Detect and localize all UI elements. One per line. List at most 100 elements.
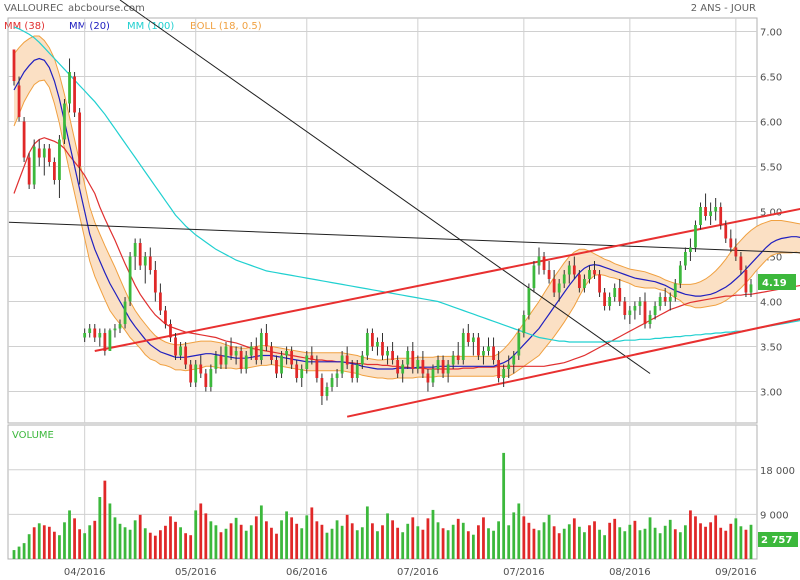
candle-body <box>441 360 445 374</box>
volume-bar <box>381 525 384 559</box>
volume-bar <box>128 529 132 559</box>
candle-body <box>673 283 677 297</box>
candle-body <box>456 355 460 360</box>
volume-bar <box>562 528 566 559</box>
candle-body <box>643 301 647 324</box>
candle-body <box>451 355 455 365</box>
bollinger-fill <box>14 36 800 379</box>
candle-body <box>577 274 581 288</box>
downtrend-line <box>119 0 651 374</box>
volume-bar <box>532 528 536 559</box>
volume-bar <box>744 529 748 559</box>
candle-body <box>406 351 410 365</box>
candle-body <box>547 270 551 279</box>
candle-body <box>42 148 46 158</box>
candle-body <box>431 369 435 383</box>
candle-body <box>371 333 374 347</box>
volume-bar <box>386 513 389 559</box>
candle-body <box>648 315 652 324</box>
candle-body <box>477 337 480 356</box>
volume-bar <box>739 526 743 559</box>
volume-bar <box>153 535 157 559</box>
volume-bar <box>683 525 687 559</box>
legend-boll: BOLL (18, 0.5) <box>190 21 262 32</box>
candle-body <box>58 139 61 180</box>
volume-y-axis: 18 000 9 000 <box>760 466 795 522</box>
volume-bar <box>527 522 531 559</box>
volume-bar <box>749 524 753 559</box>
x-tick-label: 06/2016 <box>286 567 328 578</box>
volume-bar <box>441 528 445 559</box>
candle-body <box>209 369 213 387</box>
volume-bar <box>254 516 258 559</box>
volume-bar <box>325 532 329 559</box>
candle-body <box>265 333 268 347</box>
volume-bar <box>598 529 601 559</box>
candle-body <box>174 337 177 356</box>
legend: MM (38) MM (20) MM (100) BOLL (18, 0.5) <box>4 21 262 32</box>
volume-bar <box>406 523 410 559</box>
volume-bar <box>229 523 233 559</box>
candle-body <box>179 346 182 356</box>
candle-body <box>557 283 561 293</box>
candle-body <box>310 355 314 360</box>
candle-body <box>653 306 657 315</box>
volume-bar <box>249 525 253 559</box>
last-volume-label: 2 757 <box>761 535 792 546</box>
candle-body <box>658 297 662 306</box>
candle-body <box>320 378 324 396</box>
candle-body <box>663 297 667 302</box>
price-tick-label: 4.00 <box>760 298 782 309</box>
candle-body <box>280 355 283 374</box>
volume-bar <box>174 521 177 559</box>
volume-bar <box>411 517 415 559</box>
candle-body <box>143 256 147 266</box>
price-tick-label: 5.00 <box>760 208 782 219</box>
volume-bar <box>118 523 122 559</box>
candle-body <box>138 243 142 266</box>
price-tick-label: 3.50 <box>760 343 782 354</box>
volume-bar <box>265 521 268 559</box>
mm38-line <box>13 137 800 370</box>
volume-bar <box>184 533 188 559</box>
candle-body <box>466 333 470 342</box>
candle-body <box>689 247 692 252</box>
candle-body <box>259 333 263 360</box>
volume-bar <box>108 503 112 559</box>
volume-bar <box>224 528 228 559</box>
volume-bar <box>179 527 182 559</box>
volume-bar <box>709 522 713 559</box>
volume-bar <box>593 521 596 559</box>
volume-bar <box>537 530 541 559</box>
volume-bar <box>522 516 526 559</box>
candle-body <box>583 279 586 288</box>
channel-upper-line <box>94 207 800 352</box>
candle-body <box>436 360 440 369</box>
candle-body <box>37 148 41 158</box>
volume-bar <box>12 550 16 559</box>
volume-bar <box>32 527 36 559</box>
candle-body <box>618 288 622 302</box>
candle-body <box>411 351 415 369</box>
moving-averages <box>13 26 800 370</box>
candle-body <box>416 360 420 369</box>
last-price-badge <box>758 274 796 290</box>
volume-bar <box>58 535 61 559</box>
volume-bar <box>699 523 702 559</box>
volume-bar <box>557 533 561 559</box>
volume-bar <box>143 528 147 559</box>
volume-bar <box>239 524 243 559</box>
candle-body <box>598 274 601 293</box>
candlesticks <box>12 49 753 405</box>
candle-body <box>270 346 273 360</box>
volume-bar <box>512 512 516 559</box>
volume-bar <box>577 526 581 559</box>
volume-bar <box>169 516 172 559</box>
legend-mm20: MM (20) <box>69 21 110 32</box>
volume-bar <box>376 531 379 559</box>
volume-bar <box>694 516 697 559</box>
candle-body <box>335 373 339 378</box>
candle-body <box>709 211 713 216</box>
candle-body <box>133 243 137 257</box>
x-tick-label: 05/2016 <box>175 567 217 578</box>
